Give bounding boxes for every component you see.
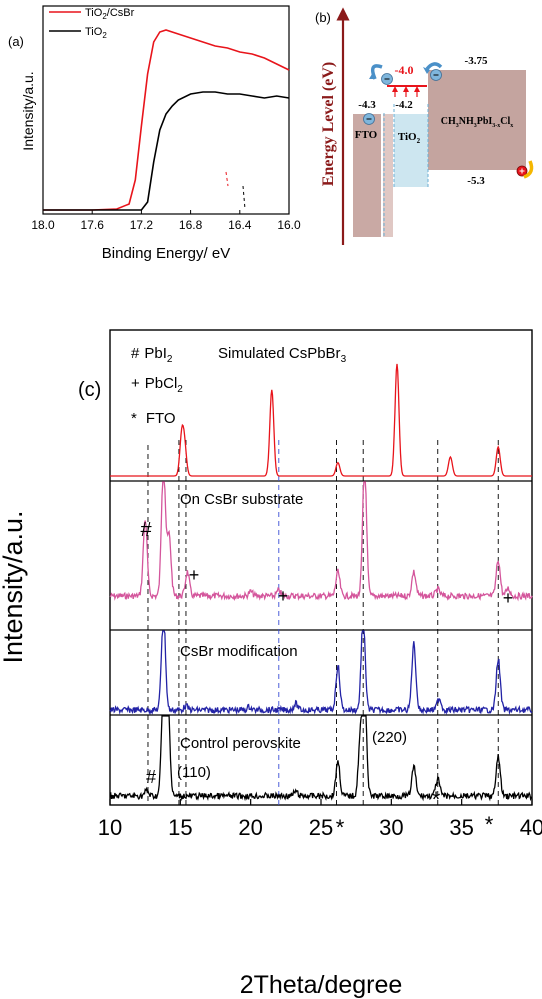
level-fto: -4.3 [358,99,376,111]
x-tick-label: 30 [379,815,403,840]
perovskite-label: CH3NH3PbI3-xClx [441,116,514,129]
legend-label-tio2-csbr: TiO2/CsBr [85,7,135,21]
legend-pbi2: # PbI2 [131,345,173,365]
x-tick-label: 15 [168,815,192,840]
panel-c-frame [109,329,533,806]
level-tio2: -4.2 [395,99,413,111]
series-simulated [110,363,532,477]
tio2-block [394,114,428,187]
panel-a-extrapolation-black [242,185,246,210]
series-tio2-csbr [43,29,290,211]
x-tick-label: 18.0 [31,218,55,232]
panel-b: (b) Energy Level (eV) -4.0 -3.75 -4.3 -4… [315,7,534,245]
panel-b-label: (b) [315,10,331,25]
x-tick-label: 17.2 [130,218,154,232]
marker-fto: * [336,815,345,840]
electron-icon [363,113,375,125]
hole-icon [516,165,528,177]
panel-c-legend: # PbI2 + PbCl2 * FTO [131,345,183,427]
title-csbr-modification: CsBr modification [180,643,298,660]
fto-label: FTO [355,129,378,141]
series-tio2 [43,91,290,211]
series-on-csbr [109,481,533,602]
panel-a-frame [42,5,290,215]
marker-fto: * [485,812,494,837]
legend-label-tio2: TiO2 [85,26,107,40]
level-modified: -4.0 [395,63,414,77]
panel-a-xlabel: Binding Energy/ eV [102,245,230,262]
fto-block [353,114,381,237]
panel-a-extrapolation-red [225,171,229,187]
x-tick-label: 10 [98,815,122,840]
marker-pbcl2: + [189,565,200,585]
panel-c: 10 15 20 25 30 35 40 Intensity/a.u. 2Theta/deg… [0,329,542,999]
panel-c-ylabel: Intensity/a.u. [0,510,28,663]
panel-c-x-ticks: 10 15 20 25 30 35 40 [98,799,542,840]
panel-c-xlabel: 2Theta/degree [240,971,403,999]
title-simulated: Simulated CsPbBr3 [218,345,347,365]
peak-label-110: (110) [177,764,211,781]
fto-shade [383,114,393,237]
series-control [109,715,533,802]
panel-a-series [43,29,290,211]
marker-fto: * [432,787,441,812]
x-tick-label: 16.8 [179,218,203,232]
electron-icon [430,69,442,81]
panel-a-label: (a) [8,34,24,49]
electron-injection-arrowhead-icon [423,67,430,74]
electron-transfer-arrowhead-icon [369,74,375,79]
panel-a-ylabel: Intensity/a.u. [20,71,36,150]
x-tick-label: 16.0 [277,218,301,232]
electron-transfer-arrow-icon [370,64,383,80]
marker-pbcl2: + [278,586,289,606]
peak-label-220: (220) [372,729,407,746]
panel-b-ylabel: Energy Level (eV) [320,62,337,186]
panel-a-x-ticks: 18.0 17.6 17.2 16.8 16.4 16.0 [31,210,301,232]
electron-injection-arrow-icon [425,62,443,71]
marker-pbi2: # [146,767,156,787]
perovskite-block [428,70,526,170]
level-perovskite-vb: -5.3 [467,175,485,187]
level-perovskite-cb: -3.75 [465,55,488,67]
series-csbr-modification [109,630,533,716]
x-tick-label: 20 [238,815,262,840]
panel-c-series [109,363,533,802]
hole-transfer-arrow-icon [523,160,534,179]
x-tick-label: 40 [520,815,542,840]
legend-fto: * FTO [131,410,176,427]
marker-pbcl2: + [503,588,514,608]
x-tick-label: 17.6 [81,218,105,232]
title-control: Control perovskite [180,735,301,752]
panel-c-reference-lines [147,440,499,805]
x-tick-label: 35 [449,815,473,840]
legend-pbcl2: + PbCl2 [131,375,183,395]
marker-pbi2: # [140,519,152,541]
x-tick-label: 25 [309,815,333,840]
title-on-csbr: On CsBr substrate [180,491,303,508]
panel-c-label: (c) [78,379,101,401]
panel-a: (a) 18.0 17.6 17.2 16.8 16.4 16.0 Intensity/a… [8,5,301,262]
tio2-label: TiO2 [398,131,421,145]
x-tick-label: 16.4 [228,218,252,232]
electron-icon [381,73,393,85]
panel-a-legend: TiO2/CsBr TiO2 [49,7,135,40]
